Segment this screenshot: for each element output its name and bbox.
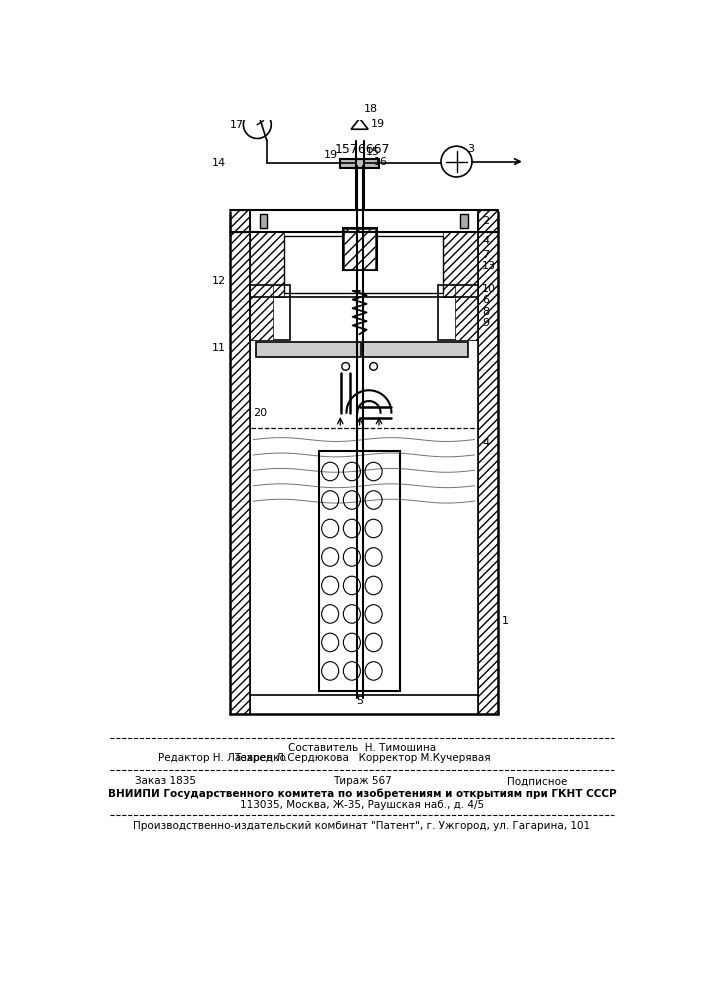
Bar: [343, 228, 377, 270]
Text: 113035, Москва, Ж-35, Раушская наб., д. 4/5: 113035, Москва, Ж-35, Раушская наб., д. …: [240, 800, 484, 810]
Bar: [455, 285, 478, 340]
Text: 10: 10: [482, 284, 496, 294]
Text: 9: 9: [482, 318, 489, 328]
Ellipse shape: [365, 491, 382, 509]
Text: Составитель  Н. Тимошина: Составитель Н. Тимошина: [288, 743, 436, 753]
Bar: [320, 451, 400, 691]
Text: ВНИИПИ Государственного комитета по изобретениям и открытиям при ГКНТ СССР: ВНИИПИ Государственного комитета по изоб…: [107, 788, 617, 799]
Text: Техред Л.Сердюкова   Корректор М.Кучерявая: Техред Л.Сердюкова Корректор М.Кучерявая: [233, 753, 490, 763]
Text: 2: 2: [482, 216, 489, 226]
Text: Тираж 567: Тираж 567: [332, 776, 392, 786]
Ellipse shape: [344, 662, 361, 680]
Ellipse shape: [344, 462, 361, 481]
Text: 1576667: 1576667: [334, 143, 390, 156]
Bar: [478, 212, 498, 714]
Bar: [438, 285, 478, 340]
Text: 13: 13: [482, 261, 496, 271]
Text: 14: 14: [212, 158, 226, 168]
Bar: [460, 214, 468, 228]
Bar: [250, 232, 284, 297]
Text: 7: 7: [482, 250, 489, 260]
Ellipse shape: [344, 605, 361, 623]
Ellipse shape: [322, 519, 339, 538]
Bar: [284, 235, 443, 293]
Bar: [259, 214, 267, 228]
Text: 1: 1: [501, 615, 508, 626]
Ellipse shape: [365, 662, 382, 680]
Ellipse shape: [365, 548, 382, 566]
Text: 15: 15: [366, 147, 380, 157]
Ellipse shape: [322, 605, 339, 623]
Text: 20: 20: [253, 408, 267, 418]
Text: 4: 4: [482, 438, 489, 448]
Text: 4: 4: [482, 236, 489, 246]
Text: 12: 12: [212, 276, 226, 286]
Text: Производственно-издательский комбинат "Патент", г. Ужгород, ул. Гагарина, 101: Производственно-издательский комбинат "П…: [134, 821, 590, 831]
Text: Подписное: Подписное: [507, 776, 567, 786]
Ellipse shape: [344, 576, 361, 595]
Ellipse shape: [322, 491, 339, 509]
Polygon shape: [351, 118, 368, 129]
Bar: [250, 285, 290, 340]
Ellipse shape: [322, 576, 339, 595]
Ellipse shape: [365, 462, 382, 481]
Text: 8: 8: [482, 307, 489, 317]
Ellipse shape: [365, 605, 382, 623]
Bar: [478, 210, 498, 232]
Text: 18: 18: [363, 104, 378, 114]
Bar: [256, 342, 361, 357]
Text: 17: 17: [230, 120, 245, 130]
Text: 19: 19: [370, 119, 385, 129]
Bar: [340, 158, 379, 168]
Text: Редактор Н. Лазаренко: Редактор Н. Лазаренко: [158, 753, 286, 763]
Ellipse shape: [344, 548, 361, 566]
Text: 3: 3: [467, 144, 474, 154]
Ellipse shape: [365, 633, 382, 652]
Text: 16: 16: [373, 157, 387, 167]
Ellipse shape: [322, 662, 339, 680]
Ellipse shape: [344, 519, 361, 538]
Ellipse shape: [365, 519, 382, 538]
Text: 19: 19: [324, 150, 338, 160]
Ellipse shape: [365, 576, 382, 595]
Text: 5: 5: [356, 696, 363, 706]
Text: 11: 11: [212, 343, 226, 353]
Ellipse shape: [344, 633, 361, 652]
Bar: [443, 232, 478, 297]
Bar: [250, 285, 273, 340]
Ellipse shape: [322, 462, 339, 481]
Bar: [344, 229, 375, 269]
Text: Заказ 1835: Заказ 1835: [135, 776, 196, 786]
Text: 6: 6: [482, 295, 489, 305]
Bar: [230, 210, 250, 232]
Bar: [363, 342, 468, 357]
Bar: [230, 212, 250, 714]
Ellipse shape: [322, 548, 339, 566]
Ellipse shape: [322, 633, 339, 652]
Ellipse shape: [344, 491, 361, 509]
